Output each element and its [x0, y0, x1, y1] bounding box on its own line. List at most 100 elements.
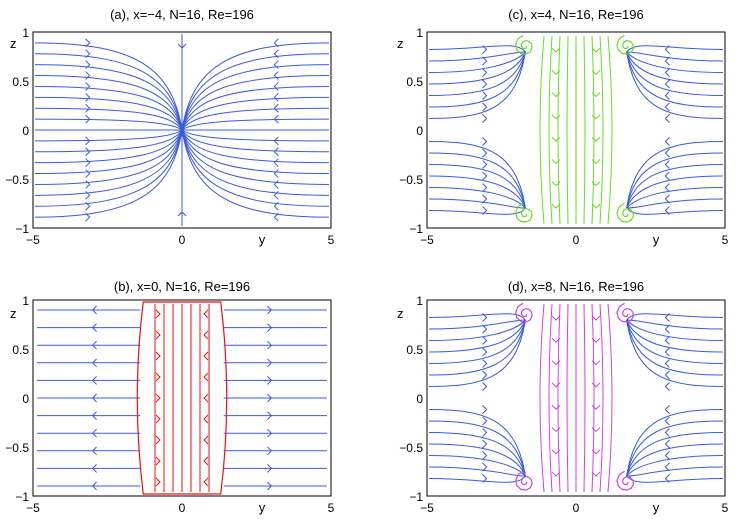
panel-a-ytick-4: −1	[15, 222, 29, 236]
flow-arrow	[267, 481, 273, 491]
streamline	[181, 75, 330, 131]
streamline	[181, 129, 330, 218]
flow-arrow	[155, 435, 161, 445]
flow-arrow	[551, 159, 561, 165]
flow-arrow	[551, 92, 561, 98]
flow-arrow	[85, 82, 91, 91]
streamline	[626, 51, 724, 73]
flow-arrow	[267, 464, 273, 473]
panel-d-ytick-2: 0	[416, 392, 423, 406]
flow-arrow	[273, 180, 279, 189]
streamline	[428, 409, 526, 477]
panel-b-ytick-0: 1	[22, 294, 29, 308]
flow-arrow	[591, 360, 601, 366]
flow-arrow	[85, 180, 91, 189]
flow-arrow	[664, 382, 670, 391]
streamline	[626, 51, 724, 108]
streamline	[34, 42, 183, 131]
flow-arrow	[482, 56, 488, 66]
panel-d: (d), x=8, N=16, Re=196 −5 0 5 y z 1 0.5 …	[397, 279, 729, 515]
streamline	[557, 303, 561, 493]
flow-arrow	[85, 158, 91, 168]
flow-arrow	[551, 114, 561, 120]
panel-c-title: (c), x=4, N=16, Re=196	[508, 7, 644, 22]
flow-arrow	[85, 190, 91, 200]
streamline	[428, 319, 526, 353]
flow-arrow	[664, 370, 670, 380]
flow-arrow	[482, 114, 488, 123]
panel-c-ytick-0: 1	[416, 26, 423, 40]
flow-arrow	[267, 305, 273, 315]
flow-arrow	[591, 315, 601, 321]
panel-d-title: (d), x=8, N=16, Re=196	[508, 279, 644, 294]
flow-arrow	[591, 136, 601, 142]
flow-arrow	[267, 411, 273, 420]
streamline	[591, 35, 595, 225]
streamline	[607, 303, 613, 493]
flow-arrow	[155, 372, 161, 382]
flow-arrow	[155, 330, 161, 340]
flow-arrow	[91, 393, 97, 403]
flow-arrow	[664, 137, 670, 146]
flow-arrow	[482, 45, 488, 54]
panel-c-frame	[426, 31, 726, 229]
streamline	[591, 303, 595, 493]
flow-arrow	[482, 194, 488, 204]
streamline	[626, 175, 724, 209]
streamline	[34, 129, 183, 196]
flow-arrow	[482, 324, 488, 334]
panel-d-frame	[426, 299, 726, 497]
flow-arrow	[664, 183, 670, 192]
streamline	[428, 420, 526, 477]
streamline	[428, 319, 526, 387]
streamline	[626, 313, 724, 321]
flow-arrow	[91, 376, 97, 385]
streamline	[428, 152, 526, 209]
streamline	[34, 129, 183, 185]
streamline	[428, 432, 526, 477]
flow-arrow	[482, 171, 488, 181]
streamline	[626, 466, 724, 477]
flow-arrow	[664, 405, 670, 414]
flow-arrow	[267, 446, 273, 456]
streamline	[181, 129, 330, 207]
flow-arrow	[482, 183, 488, 192]
vortex	[616, 470, 635, 491]
streamline	[181, 129, 330, 175]
flow-arrow	[482, 91, 488, 100]
streamline	[428, 164, 526, 209]
panel-c-xtick-1: 0	[573, 233, 580, 247]
flow-arrow	[155, 456, 161, 466]
panel-d-streamlines	[428, 302, 724, 493]
panel-c-xtick-2: 5	[722, 233, 729, 247]
flow-arrow	[273, 114, 279, 124]
streamline	[428, 51, 526, 96]
panel-b: (b), x=0, N=16, Re=196 −5 0 5 y z 1 0.5 …	[5, 279, 334, 515]
streamline	[626, 475, 724, 483]
streamline	[583, 35, 586, 225]
panel-c: (c), x=4, N=16, Re=196 −5 0 5 y z 1 0.5 …	[397, 7, 729, 247]
flow-arrow	[664, 206, 670, 215]
flow-arrow	[273, 190, 279, 200]
streamline	[428, 319, 526, 364]
streamline	[626, 319, 724, 387]
streamline	[626, 319, 724, 376]
flow-arrow	[203, 330, 209, 340]
flow-arrow	[155, 477, 161, 487]
panel-b-ylabel: z	[10, 306, 17, 321]
flow-arrow	[91, 358, 97, 368]
streamline	[428, 466, 526, 477]
flow-arrow	[482, 462, 488, 472]
panel-d-ytick-3: −0.5	[399, 441, 423, 455]
flow-arrow	[664, 68, 670, 77]
flow-arrow	[591, 337, 601, 343]
streamline	[626, 51, 724, 96]
flow-arrow	[267, 323, 273, 332]
flow-arrow	[482, 206, 488, 215]
flow-arrow	[664, 336, 670, 345]
flow-arrow	[85, 71, 91, 80]
flow-arrow	[482, 439, 488, 449]
panel-a-xtick-2: 5	[328, 233, 335, 247]
streamline	[548, 35, 553, 225]
